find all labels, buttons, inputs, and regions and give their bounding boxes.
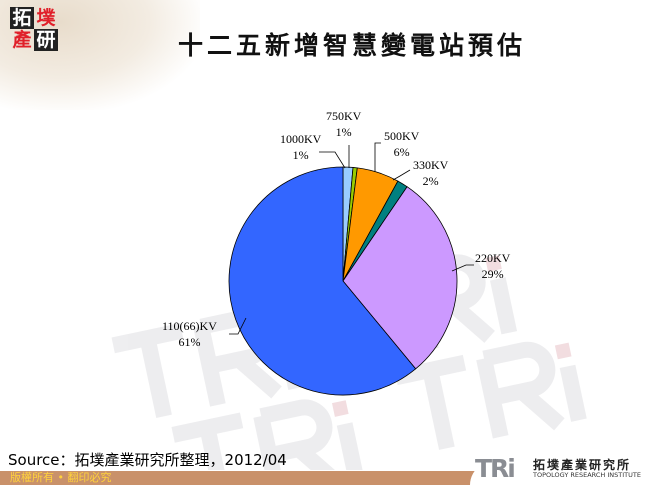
- source-note: Source：拓墣產業研究所整理，2012/04: [8, 451, 287, 469]
- pie-label-500kv: 500KV 6%: [384, 129, 420, 159]
- pie-label-750kv: 750KV 1%: [326, 109, 362, 139]
- logo-char: 研: [34, 29, 58, 51]
- tri-logo-letters: TRi: [475, 454, 516, 483]
- logo-char: 產: [12, 29, 32, 51]
- pie-slice-220kv: [342, 186, 458, 370]
- tri-logo: TRi 拓墣產業研究所 TOPOLOGY RESEARCH INSTITUTE: [475, 455, 650, 483]
- logo-char: 墣: [36, 7, 56, 29]
- pie-label-330kv: 330KV 2%: [413, 158, 449, 188]
- copyright-text: 版權所有 • 翻印必究: [10, 471, 112, 484]
- logo-char: 拓: [10, 7, 34, 29]
- topology-logo: 拓 墣 產 研: [10, 7, 60, 53]
- footer-logo-backdrop: [470, 455, 650, 485]
- pie-label-220kv: 220KV 29%: [475, 251, 511, 281]
- slide-title: 十二五新增智慧變電站預估: [178, 31, 527, 60]
- tri-logo-en: TOPOLOGY RESEARCH INSTITUTE: [533, 471, 641, 479]
- pie-slice-11066kv: [228, 166, 417, 396]
- pie-label-110kv: 110(66)KV 61%: [162, 319, 217, 349]
- pie-label-1000kv: 1000KV 1%: [280, 132, 322, 162]
- tri-logo-cn: 拓墣產業研究所: [533, 458, 632, 472]
